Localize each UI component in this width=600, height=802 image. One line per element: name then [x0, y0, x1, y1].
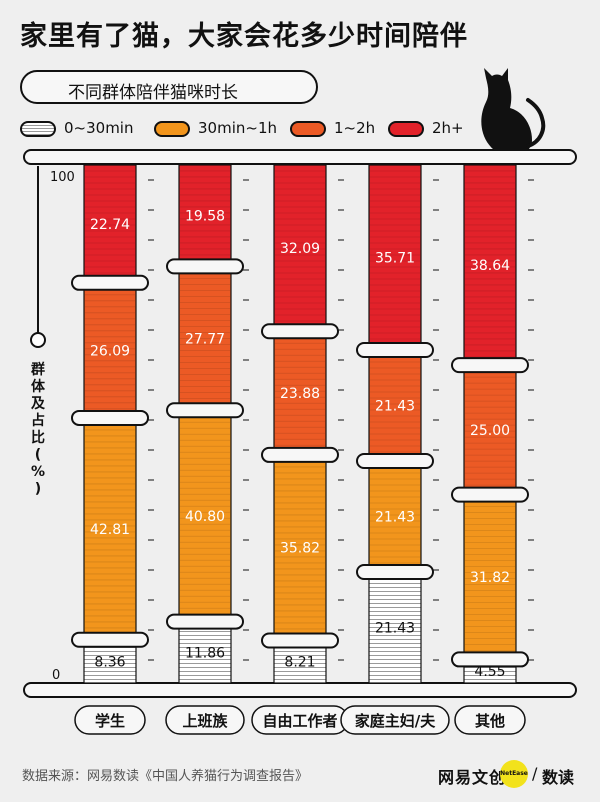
y-axis-label-char: ( [35, 447, 41, 463]
segment-separator [261, 446, 339, 463]
data-label: 8.21 [284, 655, 315, 671]
data-label: 23.88 [280, 386, 320, 402]
x-tick-label: 自由工作者 [262, 712, 337, 730]
brand-sub: 数读 [542, 768, 575, 787]
brand-main: 网易文创 [438, 768, 507, 787]
data-label: 19.58 [185, 209, 225, 225]
segment-separator [71, 274, 149, 291]
y-tick-label: 0 [52, 668, 60, 683]
bottom-shelf [23, 682, 577, 698]
y-tick-label: 100 [50, 170, 75, 185]
segment-separator [71, 409, 149, 426]
segment-separator [356, 341, 434, 358]
bar-segment [463, 164, 517, 366]
y-axis-label-char: 比 [31, 429, 45, 446]
legend-label: 2h+ [432, 119, 464, 137]
segment-separator [261, 632, 339, 649]
x-tick-label: 家庭主妇/夫 [355, 712, 436, 730]
data-label: 31.82 [470, 570, 510, 586]
y-axis-label-char: 占 [31, 412, 45, 429]
category-pill [165, 705, 245, 735]
top-shelf [23, 149, 577, 165]
data-label: 11.86 [185, 645, 225, 661]
y-axis-label-char: 群 [30, 361, 45, 378]
data-label: 21.43 [375, 620, 415, 636]
data-label: 25.00 [470, 423, 510, 439]
legend-swatch [290, 121, 326, 137]
legend-swatch [388, 121, 424, 137]
legend-swatch [20, 121, 56, 137]
bar-segment [463, 364, 517, 496]
bar-segment [83, 164, 137, 284]
legend-label: 0~30min [64, 119, 134, 137]
bar-segment [368, 164, 422, 351]
x-tick-label: 上班族 [182, 712, 228, 730]
x-tick-label: 学生 [95, 712, 125, 730]
data-label: 8.36 [94, 654, 125, 670]
brand-slash: / [532, 764, 538, 783]
data-label: 27.77 [185, 331, 225, 347]
y-axis-label-char: ) [35, 481, 41, 497]
data-source: 数据来源：网易数读《中国人养猫行为调查报告》 [22, 769, 309, 784]
segment-separator [71, 631, 149, 648]
legend-label: 1~2h [334, 119, 376, 137]
cat-body [481, 68, 532, 150]
segment-separator [356, 563, 434, 580]
segment-separator [451, 486, 529, 503]
data-label: 21.43 [375, 398, 415, 414]
chart-subtitle: 不同群体陪伴猫咪时长 [68, 83, 238, 103]
segment-separator [261, 323, 339, 340]
data-label: 26.09 [90, 343, 130, 359]
data-label: 32.09 [280, 241, 320, 257]
category-pill [74, 705, 146, 735]
bar-segment [273, 164, 327, 332]
segment-separator [166, 613, 244, 630]
bar-segment [83, 282, 137, 419]
y-axis-knob [30, 332, 46, 348]
bar-segment [368, 571, 422, 684]
segment-separator [356, 452, 434, 469]
x-tick-label: 其他 [475, 712, 505, 730]
segment-separator [451, 651, 529, 668]
legend-label: 30min~1h [198, 119, 277, 137]
data-label: 4.55 [474, 664, 505, 680]
data-label: 42.81 [90, 522, 130, 538]
y-axis-label-char: 及 [31, 396, 46, 412]
cat-tail [526, 98, 546, 148]
segment-separator [166, 258, 244, 275]
data-label: 21.43 [375, 509, 415, 525]
data-label: 35.82 [280, 541, 320, 557]
data-label: 38.64 [470, 258, 510, 274]
brand-badge: NetEase [500, 760, 528, 788]
bar-segment [178, 620, 232, 684]
y-axis-label-char: 体 [31, 378, 46, 395]
bar-segment [83, 417, 137, 641]
segment-separator [451, 357, 529, 374]
y-axis-label-char: % [31, 464, 45, 480]
category-pill [340, 705, 450, 735]
page-title: 家里有了猫，大家会花多少时间陪伴 [20, 21, 468, 52]
bar-segment [273, 454, 327, 642]
category-pill [454, 705, 526, 735]
data-label: 40.80 [185, 509, 225, 525]
chart-subtitle-pill: 不同群体陪伴猫咪时长 [20, 70, 318, 104]
bar-segment [178, 409, 232, 623]
legend-swatch [154, 121, 190, 137]
data-label: 22.74 [90, 217, 130, 233]
cat-silhouette-icon [481, 68, 546, 150]
segment-separator [166, 402, 244, 419]
bar-segment [178, 164, 232, 267]
data-label: 35.71 [375, 250, 415, 266]
